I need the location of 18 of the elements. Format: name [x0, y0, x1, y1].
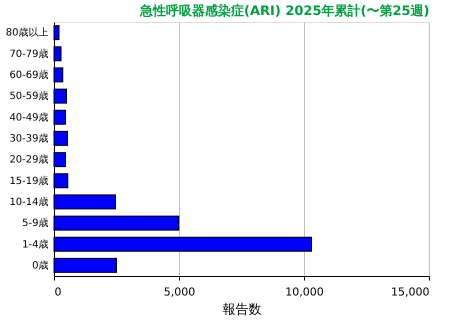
- y-tick-label: 50-59歳: [9, 90, 48, 102]
- y-tick-label: 70-79歳: [9, 48, 48, 60]
- y-tick-label: 40-49歳: [9, 111, 48, 124]
- x-axis-title: 報告数: [222, 302, 262, 318]
- y-tick-label: 30-39歳: [9, 132, 48, 144]
- y-tick-label: 0歳: [32, 259, 48, 272]
- y-tick-label: 10-14歳: [9, 196, 48, 208]
- x-tick-label: 0: [54, 286, 62, 298]
- y-tick-label: 60-69歳: [9, 68, 48, 81]
- y-tick-label: 80歳以上: [6, 26, 48, 39]
- y-tick-label: 1-4歳: [22, 238, 48, 250]
- x-tick-label: 10,000: [285, 286, 324, 298]
- y-tick-label: 5-9歳: [22, 217, 48, 230]
- y-tick-label: 20-29歳: [9, 154, 48, 166]
- y-tick-label: 15-19歳: [9, 174, 48, 187]
- x-tick-label: 15,000: [391, 286, 430, 298]
- x-tick-label: 5,000: [164, 286, 196, 298]
- chart-title: 急性呼吸器感染症(ARI) 2025年累計(〜第25週): [139, 3, 430, 19]
